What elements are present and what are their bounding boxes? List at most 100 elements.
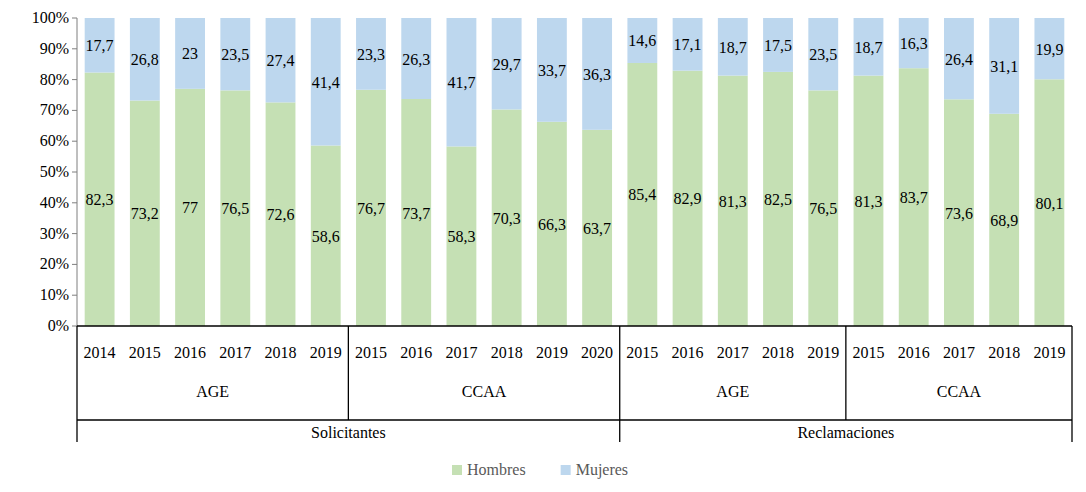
y-tick-label: 100% [32, 9, 69, 26]
bar-segment [492, 18, 522, 109]
bar-segment [220, 18, 250, 90]
x-tick-label: 2018 [265, 344, 297, 361]
bar-segment [944, 18, 974, 99]
data-label: 58,6 [312, 228, 340, 245]
bar-segment [175, 18, 205, 89]
bar-segment [854, 18, 884, 76]
data-label: 58,3 [447, 228, 475, 245]
bar-segment [356, 18, 386, 90]
bar-segment [401, 99, 431, 326]
x-axis [77, 325, 1072, 326]
data-label: 27,4 [267, 52, 295, 69]
data-label: 23,5 [221, 46, 249, 63]
x-tick-label: 2018 [491, 344, 523, 361]
data-label: 73,7 [402, 205, 430, 222]
bar-segment [401, 18, 431, 99]
data-label: 80,1 [1035, 195, 1063, 212]
bar-segment [989, 18, 1019, 114]
y-tick [72, 48, 77, 49]
data-label: 23 [182, 45, 198, 62]
y-tick-label: 0% [48, 317, 69, 334]
data-label: 17,1 [674, 36, 702, 53]
y-tick-label: 70% [40, 101, 69, 118]
group-label: AGE [196, 383, 229, 400]
data-label: 76,5 [809, 200, 837, 217]
supergroup-border [619, 326, 620, 442]
y-tick [72, 295, 77, 296]
x-tick-label: 2015 [626, 344, 658, 361]
y-tick [72, 79, 77, 80]
bar-segment [130, 18, 160, 101]
data-label: 18,7 [854, 39, 882, 56]
data-label: 29,7 [493, 56, 521, 73]
data-label: 41,4 [312, 74, 340, 91]
x-tick-label: 2017 [445, 344, 477, 361]
supergroup-label: Reclamaciones [797, 424, 894, 441]
data-label: 72,6 [267, 206, 295, 223]
legend-swatch [561, 465, 571, 475]
data-label: 18,7 [719, 39, 747, 56]
y-axis [77, 18, 78, 326]
legend: Hombres Mujeres [452, 461, 628, 479]
data-label: 17,5 [764, 37, 792, 54]
bar-segment [130, 101, 160, 326]
bar-segment [989, 114, 1019, 326]
group-border [76, 326, 77, 442]
data-label: 81,3 [854, 193, 882, 210]
bar-segment [582, 18, 612, 130]
x-tick-label: 2015 [129, 344, 161, 361]
data-label: 85,4 [628, 186, 656, 203]
data-label: 26,3 [402, 51, 430, 68]
bar-segment [537, 18, 567, 122]
bar-segment [266, 102, 296, 326]
data-label: 77 [182, 199, 198, 216]
bar-segment [673, 71, 703, 326]
bar-segment [537, 122, 567, 326]
bar-segment [763, 18, 793, 72]
group-border [845, 326, 846, 420]
data-label: 83,7 [900, 189, 928, 206]
x-tick-label: 2020 [581, 344, 613, 361]
x-tick-label: 2016 [672, 344, 704, 361]
bar-segment [175, 89, 205, 326]
y-tick [72, 326, 77, 327]
data-label: 19,9 [1035, 41, 1063, 58]
legend-label: Hombres [467, 461, 526, 478]
group-border [348, 326, 349, 420]
data-label: 73,6 [945, 205, 973, 222]
x-tick-label: 2016 [898, 344, 930, 361]
x-tick-label: 2019 [536, 344, 568, 361]
y-tick [72, 110, 77, 111]
chart: 0%10%20%30%40%50%60%70%80%90%100%82,317,… [0, 0, 1086, 492]
y-tick-label: 10% [40, 286, 69, 303]
x-tick-label: 2015 [355, 344, 387, 361]
bar-segment [492, 109, 522, 326]
y-tick [72, 264, 77, 265]
legend-label: Mujeres [576, 461, 628, 479]
y-tick-label: 20% [40, 255, 69, 272]
x-tick-label: 2018 [762, 344, 794, 361]
bar-segment [311, 146, 341, 326]
y-tick-label: 40% [40, 194, 69, 211]
bar-segment [718, 18, 748, 76]
y-tick-label: 30% [40, 225, 69, 242]
bar-segment [673, 18, 703, 71]
y-tick-label: 50% [40, 163, 69, 180]
y-tick [72, 202, 77, 203]
data-label: 76,5 [221, 200, 249, 217]
x-tick-label: 2017 [943, 344, 975, 361]
y-tick-label: 80% [40, 71, 69, 88]
y-tick [72, 233, 77, 234]
bar-segment [85, 73, 115, 326]
data-label: 16,3 [900, 35, 928, 52]
data-label: 41,7 [447, 74, 475, 91]
data-label: 23,3 [357, 46, 385, 63]
data-label: 14,6 [628, 32, 656, 49]
data-label: 82,3 [86, 191, 114, 208]
x-tick-label: 2017 [219, 344, 251, 361]
y-tick-label: 90% [40, 40, 69, 57]
x-tick-label: 2014 [84, 344, 116, 361]
bar-segment [447, 18, 477, 146]
data-label: 33,7 [538, 62, 566, 79]
y-tick [72, 172, 77, 173]
